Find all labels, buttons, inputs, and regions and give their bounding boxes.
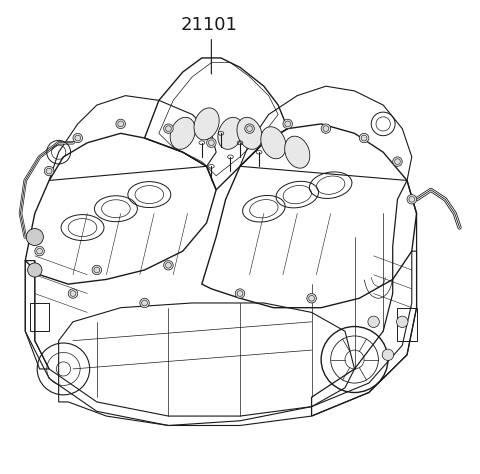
Circle shape: [368, 316, 379, 328]
Circle shape: [73, 133, 83, 143]
Circle shape: [235, 289, 245, 298]
Ellipse shape: [237, 118, 262, 149]
Circle shape: [283, 119, 292, 128]
Circle shape: [393, 157, 402, 166]
Circle shape: [92, 265, 102, 275]
Circle shape: [28, 263, 42, 277]
Circle shape: [396, 316, 408, 328]
Ellipse shape: [218, 118, 243, 149]
Circle shape: [140, 298, 149, 308]
Circle shape: [206, 138, 216, 147]
Circle shape: [321, 124, 331, 133]
Circle shape: [35, 246, 44, 256]
Circle shape: [68, 289, 78, 298]
Text: 21101: 21101: [180, 17, 238, 35]
Ellipse shape: [170, 118, 195, 149]
Circle shape: [44, 166, 54, 176]
Ellipse shape: [261, 127, 286, 159]
Circle shape: [164, 261, 173, 270]
Circle shape: [382, 349, 394, 360]
Circle shape: [116, 119, 125, 128]
Circle shape: [164, 124, 173, 133]
Circle shape: [407, 195, 417, 204]
Ellipse shape: [194, 108, 219, 140]
Circle shape: [360, 133, 369, 143]
Circle shape: [245, 124, 254, 133]
Circle shape: [307, 293, 316, 303]
Circle shape: [26, 228, 43, 246]
Ellipse shape: [285, 136, 310, 168]
